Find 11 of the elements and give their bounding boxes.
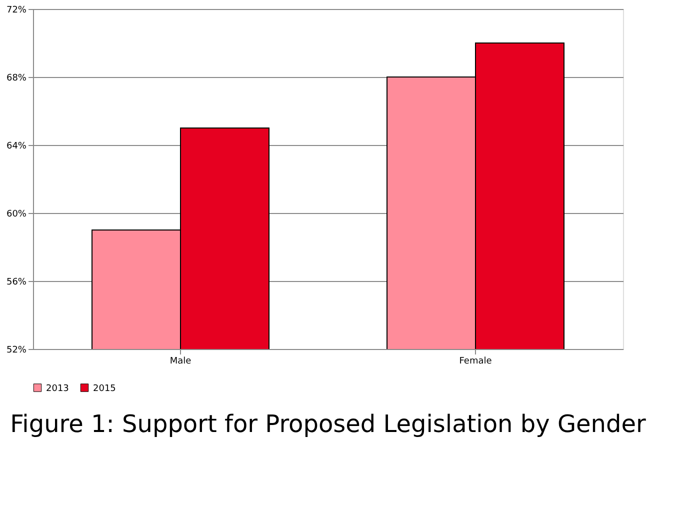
legend-label: 2013	[46, 384, 69, 394]
y-tick-label: 56%	[6, 278, 27, 288]
y-tick-label: 68%	[6, 74, 27, 84]
y-tick-label: 64%	[6, 142, 27, 152]
y-tick-label: 60%	[6, 210, 27, 220]
y-tick-label: 52%	[6, 346, 27, 356]
text: Figure 1: Support for Proposed Legislation by Gender	[10, 410, 646, 438]
y-tick-label: 72%	[6, 6, 27, 16]
legend-label: 2015	[93, 384, 116, 394]
x-tick-label: Female	[459, 356, 492, 366]
x-tick-label: Male	[170, 356, 192, 366]
